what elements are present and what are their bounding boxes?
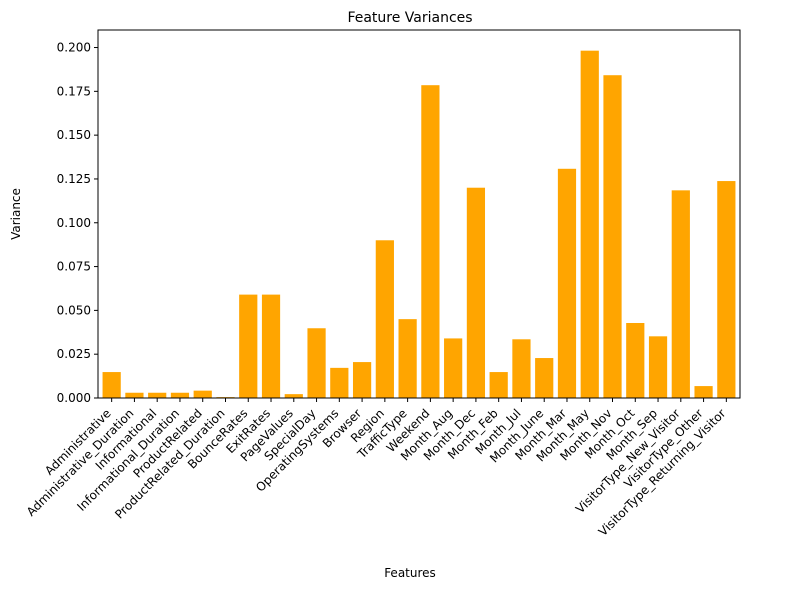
bar-month-oct [626,322,645,398]
y-tick-label: 0.175 [57,84,91,98]
y-tick-label: 0.000 [57,391,91,405]
y-axis-label: Variance [9,188,23,240]
bar-month-dec [466,187,486,398]
y-tick-label: 0.100 [57,216,91,230]
chart-title: Feature Variances [347,10,472,26]
y-tick-label: 0.150 [57,128,91,142]
y-tick-label: 0.050 [57,303,91,317]
bar-informational [148,392,167,398]
bar-browser [352,362,372,398]
plot-frame [97,29,741,399]
bar-region [375,240,394,398]
bar-month-nov [603,75,622,398]
bar-informational-duration [170,392,190,398]
bar-month-mar [557,168,577,398]
bar-weekend [421,85,440,398]
y-tick-label: 0.025 [57,347,91,361]
bar-month-feb [489,372,508,398]
bar-bouncerates [239,294,258,398]
bar-visitortype-other [694,386,713,398]
bar-visitortype-new-visitor [671,190,690,398]
bars-group [102,50,736,398]
y-tick-label: 0.125 [57,172,91,186]
bar-month-june [535,358,554,398]
y-tick-label: 0.075 [57,260,91,274]
bar-month-may [580,50,599,398]
bar-exitrates [261,294,281,398]
y-tick-label: 0.200 [57,41,91,55]
bar-administrative-duration [125,392,144,398]
bar-operatingsystems [330,367,349,398]
bar-visitortype-returning-visitor [717,181,736,398]
bar-traffictype [398,319,417,398]
x-axis-label: Features [384,566,436,580]
bar-specialday [307,328,326,398]
y-axis: 0.000 0.025 0.050 0.075 0.100 0.125 0.150 0.175… [57,41,98,405]
bar-pagevalues [284,394,303,398]
bar-month-aug [444,338,463,398]
bar-month-sep [648,336,668,398]
bar-month-jul [512,339,531,398]
bar-administrative [102,372,121,398]
bar-productrelated [193,390,212,398]
